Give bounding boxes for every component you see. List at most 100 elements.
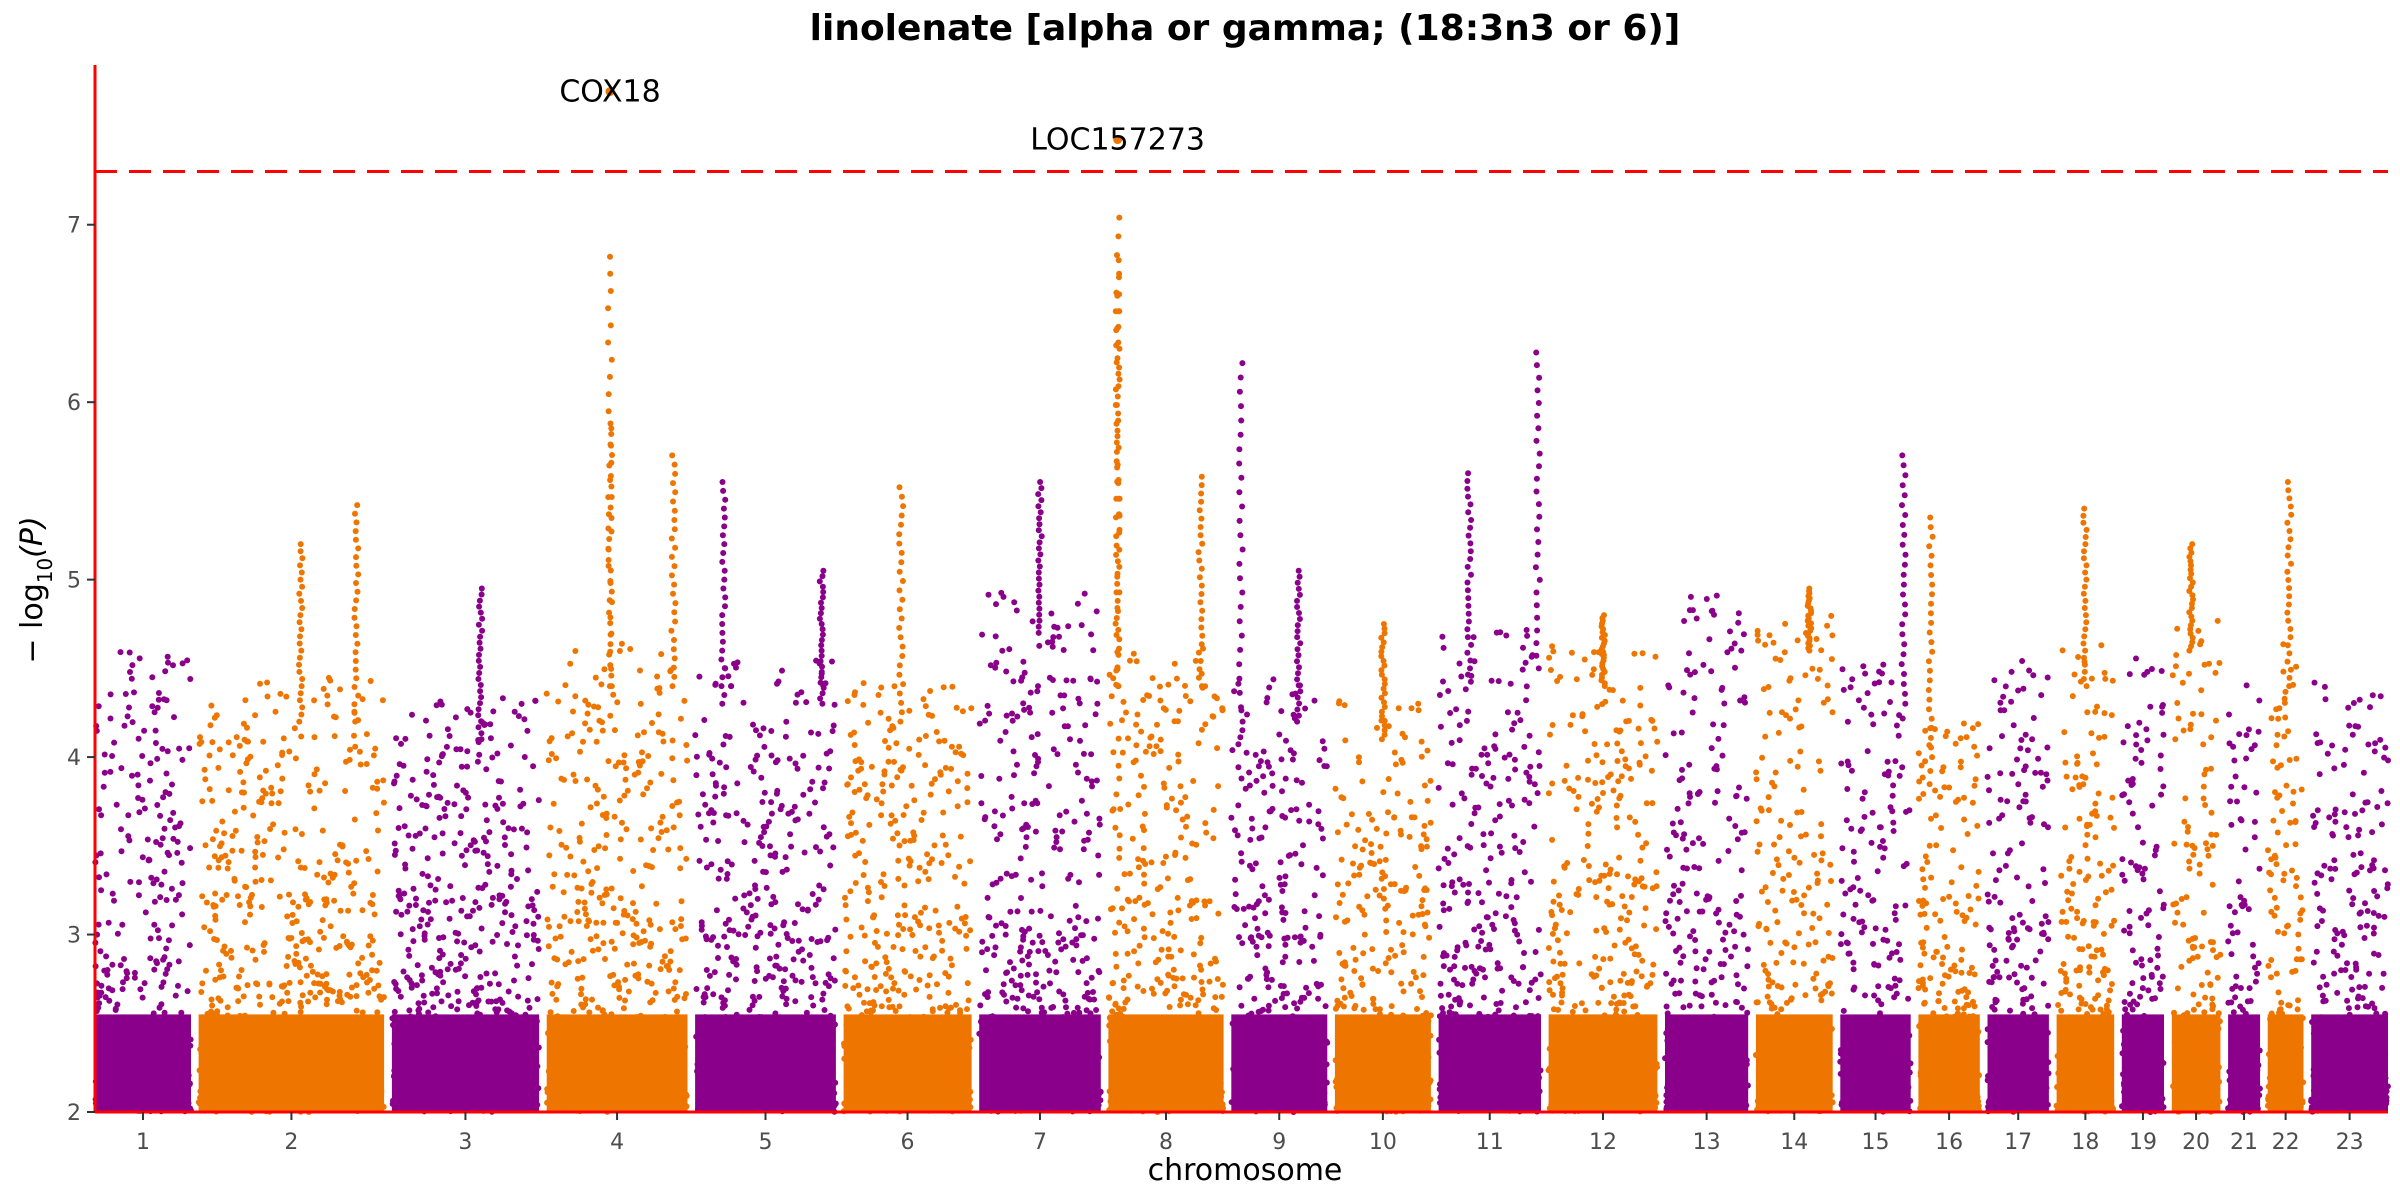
snp-point <box>861 999 867 1006</box>
snp-point <box>920 696 927 703</box>
snp-point <box>1116 832 1123 839</box>
snp-point-peak <box>1115 410 1122 417</box>
snp-point <box>1142 748 1149 755</box>
snp-point-peak <box>1112 386 1119 393</box>
snp-point <box>778 802 785 809</box>
snp-point <box>1293 777 1300 784</box>
snp-point <box>97 1093 104 1100</box>
snp-point <box>413 895 419 902</box>
snp-point <box>1210 1072 1217 1079</box>
snp-point-peak <box>721 567 728 574</box>
snp-point <box>484 861 491 868</box>
snp-point-peak <box>720 505 727 512</box>
chromosome-points-5 <box>692 479 839 1115</box>
snp-point <box>1279 788 1285 795</box>
snp-point <box>211 1055 217 1062</box>
snp-point <box>572 1031 579 1038</box>
snp-point <box>997 831 1004 838</box>
snp-point <box>1012 1061 1019 1068</box>
snp-point <box>341 1024 348 1031</box>
snp-point <box>461 939 468 946</box>
snp-point <box>1006 646 1013 653</box>
snp-point <box>345 1092 352 1098</box>
snp-point <box>1057 846 1063 853</box>
snp-point <box>942 1030 948 1037</box>
snp-point <box>345 907 352 914</box>
snp-point-peak <box>476 597 483 604</box>
snp-point <box>600 1105 607 1112</box>
snp-point <box>788 1088 795 1095</box>
snp-point <box>1133 742 1140 749</box>
snp-point <box>935 1019 942 1026</box>
snp-point <box>831 1102 838 1108</box>
snp-point <box>942 1095 949 1102</box>
snp-point <box>1251 1072 1258 1079</box>
snp-point <box>485 1080 492 1087</box>
snp-point <box>324 692 331 699</box>
snp-point <box>864 792 871 799</box>
snp-point <box>1096 815 1103 822</box>
snp-point <box>535 1044 542 1051</box>
snp-point <box>270 821 277 828</box>
snp-point <box>508 867 515 874</box>
snp-point <box>934 981 940 988</box>
snp-point <box>1261 892 1268 899</box>
snp-point <box>430 781 437 788</box>
snp-point-peak <box>1035 557 1042 564</box>
snp-point <box>117 962 124 969</box>
snp-point <box>525 1040 532 1047</box>
snp-point <box>409 711 415 718</box>
snp-point <box>849 809 856 816</box>
snp-point <box>322 902 329 909</box>
snp-point <box>1199 986 1206 993</box>
snp-point <box>1186 902 1193 909</box>
snp-point <box>916 864 923 871</box>
snp-point-peak <box>297 562 303 569</box>
snp-point-peak <box>817 658 824 665</box>
snp-point <box>141 1018 148 1025</box>
snp-point <box>553 996 560 1003</box>
snp-point <box>997 737 1004 744</box>
snp-point <box>964 1076 971 1082</box>
snp-point <box>1202 1052 1209 1059</box>
snp-point <box>1058 946 1065 953</box>
snp-point <box>1114 1081 1121 1088</box>
snp-point <box>896 1061 903 1068</box>
snp-point <box>267 826 274 832</box>
snp-point <box>825 983 832 990</box>
snp-point <box>891 1072 898 1079</box>
snp-point <box>1074 600 1081 607</box>
snp-point-peak <box>722 496 729 503</box>
snp-point <box>913 986 920 993</box>
snp-point <box>1173 675 1180 682</box>
snp-point <box>1184 813 1191 820</box>
snp-point <box>721 784 728 791</box>
snp-point <box>1240 905 1247 912</box>
snp-point <box>1037 1099 1044 1106</box>
snp-point <box>1109 1104 1115 1111</box>
snp-point <box>525 867 532 874</box>
chromosome-points-1 <box>92 649 194 1115</box>
snp-point <box>287 1081 294 1088</box>
snp-point <box>929 1017 936 1024</box>
snp-point <box>1012 982 1019 989</box>
snp-point <box>851 729 858 736</box>
snp-point <box>229 847 236 854</box>
snp-point <box>616 797 623 804</box>
snp-point <box>114 1001 121 1008</box>
snp-point <box>1112 824 1119 831</box>
snp-point <box>132 1103 139 1110</box>
snp-point <box>585 1096 591 1103</box>
snp-point <box>999 989 1006 996</box>
snp-point <box>871 974 878 980</box>
snp-point <box>813 1066 819 1073</box>
snp-point <box>868 1027 875 1034</box>
snp-point <box>879 781 886 788</box>
snp-point <box>848 1064 855 1070</box>
snp-point-peak <box>1113 551 1120 558</box>
snp-point <box>285 953 292 960</box>
snp-point <box>1141 934 1148 941</box>
snp-point <box>109 961 116 968</box>
snp-point <box>396 761 403 768</box>
snp-point <box>109 753 116 759</box>
